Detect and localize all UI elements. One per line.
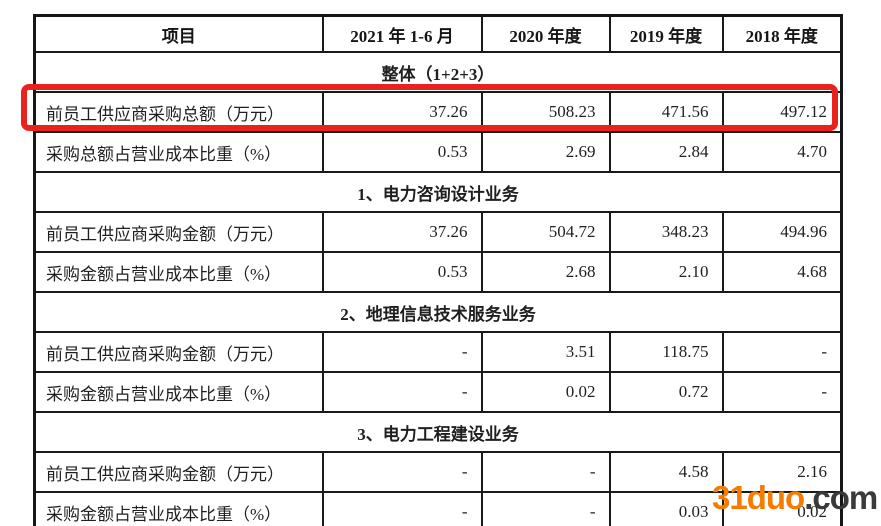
- value-cell: 494.96: [721, 211, 843, 253]
- row-label: 前员工供应商采购金额（万元）: [33, 331, 324, 373]
- value-cell: 0.02: [480, 371, 611, 413]
- watermark: 31duo.com: [712, 479, 878, 516]
- value-cell: 4.58: [608, 451, 724, 493]
- section-title: 3、电力工程建设业务: [33, 411, 843, 453]
- value-cell: 0.02: [721, 491, 843, 526]
- value-cell: 3.51: [480, 331, 611, 373]
- section-title: 2、地理信息技术服务业务: [33, 291, 843, 333]
- value-cell: -: [321, 491, 483, 526]
- watermark-tld: .com: [804, 479, 878, 516]
- table-header: 项目 2021 年 1-6 月 2020 年度 2019 年度 2018 年度: [33, 14, 843, 53]
- table-row: 前员工供应商采购金额（万元） -3.51 118.75-: [33, 331, 843, 373]
- value-cell: 508.23: [480, 91, 611, 133]
- value-cell: -: [721, 371, 843, 413]
- watermark-brand: 31duo: [712, 479, 805, 516]
- row-label: 采购总额占营业成本比重（%）: [33, 131, 324, 173]
- value-cell: 2.69: [480, 131, 611, 173]
- column-header-2: 2020 年度: [480, 14, 611, 53]
- value-cell: 37.26: [321, 211, 483, 253]
- value-cell: 2.84: [608, 131, 724, 173]
- row-label: 前员工供应商采购金额（万元）: [33, 211, 324, 253]
- table-row: 采购金额占营业成本比重（%） - -0.03 0.02: [33, 491, 843, 526]
- row-label: 采购金额占营业成本比重（%）: [33, 371, 324, 413]
- header-row: 项目 2021 年 1-6 月 2020 年度 2019 年度 2018 年度: [33, 14, 843, 53]
- value-cell: -: [480, 451, 611, 493]
- value-cell: 37.26: [321, 91, 483, 133]
- value-cell: -: [321, 451, 483, 493]
- table-row: 前员工供应商采购金额（万元） 37.26 504.72 348.23 494.96: [33, 211, 843, 253]
- value-cell: 2.16: [721, 451, 843, 493]
- section-header-row: 3、电力工程建设业务: [33, 411, 843, 453]
- value-cell: -: [321, 371, 483, 413]
- table-body: 整体（1+2+3） 前员工供应商采购总额（万元） 37.26 508.23 471.56…: [33, 51, 843, 526]
- table-row-highlighted: 前员工供应商采购总额（万元） 37.26 508.23 471.56 497.12: [33, 91, 843, 133]
- value-cell: 0.72: [608, 371, 724, 413]
- column-header-3: 2019 年度: [608, 14, 724, 53]
- table-row: 采购金额占营业成本比重（%） -0.02 0.72-: [33, 371, 843, 413]
- table-row: 采购金额占营业成本比重（%） 0.53 2.68 2.10 4.68: [33, 251, 843, 293]
- value-cell: 118.75: [608, 331, 724, 373]
- row-label: 采购金额占营业成本比重（%）: [33, 251, 324, 293]
- value-cell: 348.23: [608, 211, 724, 253]
- value-cell: 497.12: [721, 91, 843, 133]
- value-cell: -: [480, 491, 611, 526]
- value-cell: 4.68: [721, 251, 843, 293]
- value-cell: 0.03: [608, 491, 724, 526]
- value-cell: -: [321, 331, 483, 373]
- value-cell: 2.10: [608, 251, 724, 293]
- column-header-4: 2018 年度: [721, 14, 843, 53]
- value-cell: 0.53: [321, 131, 483, 173]
- section-title: 1、电力咨询设计业务: [33, 171, 843, 213]
- value-cell: 471.56: [608, 91, 724, 133]
- section-header-row: 2、地理信息技术服务业务: [33, 291, 843, 333]
- row-label: 采购金额占营业成本比重（%）: [33, 491, 324, 526]
- row-label: 前员工供应商采购金额（万元）: [33, 451, 324, 493]
- value-cell: 504.72: [480, 211, 611, 253]
- value-cell: 4.70: [721, 131, 843, 173]
- column-header-0: 项目: [33, 14, 324, 53]
- section-title: 整体（1+2+3）: [33, 51, 843, 93]
- value-cell: 0.53: [321, 251, 483, 293]
- section-header-row: 1、电力咨询设计业务: [33, 171, 843, 213]
- column-header-1: 2021 年 1-6 月: [321, 14, 483, 53]
- table-row: 采购总额占营业成本比重（%） 0.53 2.69 2.84 4.70: [33, 131, 843, 173]
- section-header-row: 整体（1+2+3）: [33, 51, 843, 93]
- table-row: 前员工供应商采购金额（万元） - -4.58 2.16: [33, 451, 843, 493]
- procurement-table: 项目 2021 年 1-6 月 2020 年度 2019 年度 2018 年度 整体（1…: [33, 14, 843, 526]
- value-cell: 2.68: [480, 251, 611, 293]
- row-label: 前员工供应商采购总额（万元）: [33, 91, 324, 133]
- value-cell: -: [721, 331, 843, 373]
